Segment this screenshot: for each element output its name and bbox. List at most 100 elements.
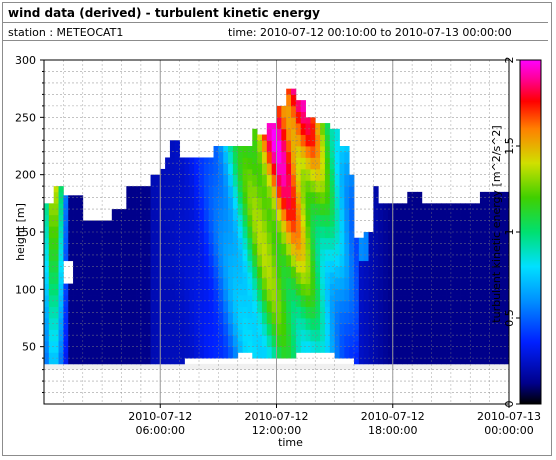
heatmap-cell: [504, 191, 510, 204]
heatmap-cell: [228, 277, 234, 290]
heatmap-cell: [320, 191, 326, 204]
heatmap-cell: [165, 214, 171, 227]
heatmap-cell: [324, 226, 331, 239]
heatmap-cell: [257, 312, 263, 325]
heatmap-cell: [213, 243, 219, 256]
heatmap-cell: [455, 237, 461, 250]
heatmap-cell: [223, 346, 229, 359]
heatmap-cell: [484, 283, 491, 296]
heatmap-cell: [363, 329, 369, 342]
heatmap-cell: [247, 168, 253, 181]
heatmap-cell: [199, 197, 205, 210]
heatmap-cell: [218, 335, 224, 348]
heatmap-cell: [286, 105, 292, 118]
heatmap-cell: [203, 157, 210, 164]
heatmap-cell: [460, 272, 466, 284]
heatmap-cell: [286, 186, 292, 198]
heatmap-cell: [416, 306, 423, 319]
heatmap-cell: [179, 249, 185, 262]
heatmap-cell: [266, 197, 273, 210]
heatmap-cell: [252, 323, 258, 336]
heatmap-cell: [199, 174, 205, 187]
heatmap-cell: [44, 306, 50, 319]
heatmap-cell: [223, 312, 229, 325]
heatmap-cell: [194, 289, 200, 302]
heatmap-cell: [349, 300, 355, 313]
heatmap-cell: [392, 283, 398, 296]
heatmap-cell: [261, 254, 268, 267]
heatmap-cell: [165, 203, 171, 216]
heatmap-cell: [349, 220, 355, 233]
heatmap-cell: [416, 214, 423, 227]
heatmap-cell: [218, 220, 224, 233]
heatmap-cell: [160, 295, 166, 307]
heatmap-cell: [276, 140, 282, 153]
heatmap-cell: [261, 134, 268, 141]
heatmap-cell: [257, 243, 263, 256]
heatmap-cell: [295, 249, 302, 262]
heatmap-cell: [261, 300, 268, 313]
heatmap-cell: [441, 306, 447, 319]
heatmap-cell: [368, 306, 374, 319]
heatmap-cell: [504, 249, 510, 262]
heatmap-cell: [232, 266, 239, 279]
heatmap-cell: [276, 220, 282, 233]
heatmap-cell: [416, 249, 423, 262]
heatmap-cell: [165, 352, 171, 365]
heatmap-cell: [218, 174, 224, 187]
header-divider: [3, 22, 548, 23]
heatmap-cell: [213, 151, 219, 164]
heatmap-cell: [460, 226, 466, 239]
heatmap-cell: [73, 295, 79, 307]
heatmap-cell: [218, 146, 224, 153]
heatmap-cell: [504, 260, 510, 273]
heatmap-cell: [140, 295, 147, 307]
heatmap-cell: [266, 323, 273, 336]
heatmap-cell: [116, 260, 122, 273]
heatmap-cell: [68, 214, 74, 227]
heatmap-cell: [44, 214, 50, 227]
heatmap-cell: [194, 346, 200, 359]
heatmap-cell: [300, 329, 306, 342]
heatmap-cell: [68, 329, 74, 342]
heatmap-cell: [484, 340, 491, 353]
heatmap-cell: [344, 220, 350, 233]
heatmap-cell: [208, 266, 214, 279]
heatmap-cell: [266, 209, 273, 221]
heatmap-cell: [368, 272, 374, 284]
heatmap-cell: [48, 352, 55, 365]
heatmap-cell: [334, 300, 340, 313]
heatmap-cell: [111, 237, 118, 250]
heatmap-cell: [228, 151, 234, 164]
heatmap-cell: [116, 329, 122, 342]
heatmap-cell: [189, 254, 195, 267]
heatmap-cell: [276, 197, 282, 210]
heatmap-cell: [136, 203, 142, 216]
heatmap-cell: [102, 220, 108, 227]
heatmap-cell: [276, 151, 282, 164]
heatmap-cell: [276, 266, 282, 279]
heatmap-cell: [276, 186, 282, 198]
heatmap-cell: [257, 186, 263, 198]
heatmap-cell: [416, 352, 423, 365]
heatmap-cell: [68, 352, 74, 365]
heatmap-cell: [257, 277, 263, 290]
heatmap-cell: [295, 180, 302, 193]
heatmap-cell: [199, 163, 205, 176]
heatmap-cell: [300, 340, 306, 353]
heatmap-cell: [286, 312, 292, 325]
heatmap-cell: [179, 329, 185, 342]
heatmap-cell: [334, 151, 340, 164]
heatmap-cell: [165, 295, 171, 307]
heatmap-cell: [436, 329, 442, 342]
heatmap-cell: [344, 243, 350, 256]
heatmap-cell: [324, 272, 331, 284]
heatmap-cell: [261, 140, 268, 153]
heatmap-cell: [334, 346, 340, 359]
heatmap-cell: [58, 186, 64, 193]
heatmap-cell: [97, 226, 103, 239]
heatmap-cell: [97, 249, 103, 262]
heatmap-cell: [504, 340, 510, 353]
heatmap-cell: [189, 335, 195, 348]
heatmap-cell: [392, 226, 398, 239]
